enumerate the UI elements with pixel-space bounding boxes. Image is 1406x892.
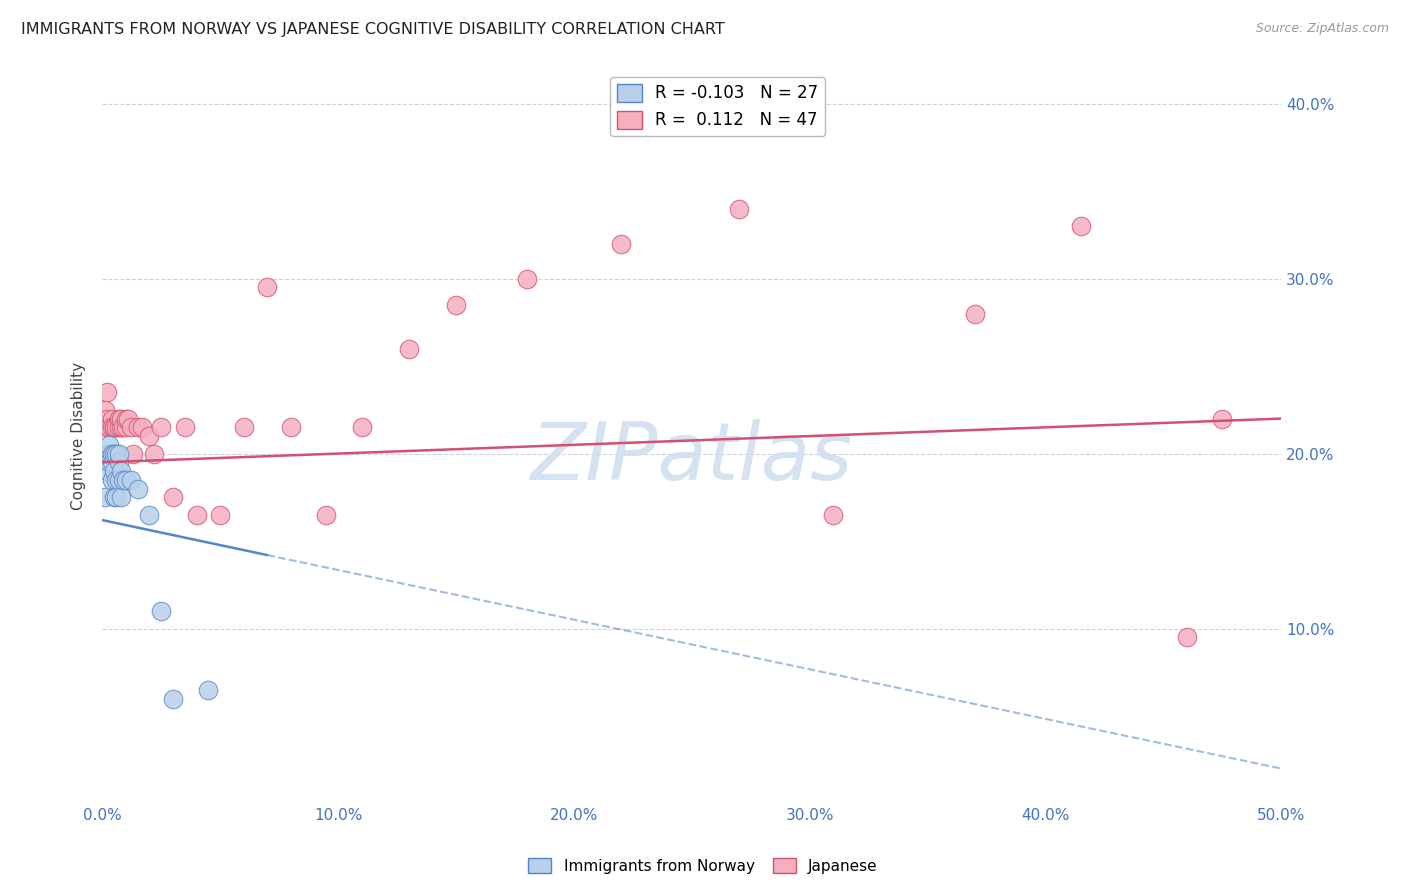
Point — [1070, 219, 1092, 233]
Point — [232, 420, 254, 434]
Point — [110, 491, 132, 505]
Point — [98, 438, 121, 452]
Point — [107, 473, 129, 487]
Point — [93, 491, 115, 505]
Legend: Immigrants from Norway, Japanese: Immigrants from Norway, Japanese — [522, 852, 884, 880]
Point — [107, 455, 129, 469]
Point — [96, 446, 118, 460]
Point — [96, 385, 118, 400]
Point — [100, 420, 122, 434]
Point — [823, 508, 845, 522]
Point — [100, 473, 122, 487]
Point — [112, 420, 135, 434]
Point — [100, 446, 122, 460]
Point — [93, 402, 115, 417]
Point — [150, 604, 173, 618]
Point — [120, 420, 142, 434]
Point — [138, 508, 160, 522]
Point — [122, 446, 145, 460]
Point — [105, 446, 128, 460]
Text: IMMIGRANTS FROM NORWAY VS JAPANESE COGNITIVE DISABILITY CORRELATION CHART: IMMIGRANTS FROM NORWAY VS JAPANESE COGNI… — [21, 22, 725, 37]
Point — [105, 420, 128, 434]
Text: Source: ZipAtlas.com: Source: ZipAtlas.com — [1256, 22, 1389, 36]
Point — [107, 411, 129, 425]
Point — [103, 446, 125, 460]
Point — [107, 446, 129, 460]
Point — [112, 473, 135, 487]
Point — [105, 491, 128, 505]
Point — [350, 420, 373, 434]
Point — [444, 298, 467, 312]
Point — [105, 446, 128, 460]
Point — [107, 420, 129, 434]
Point — [516, 271, 538, 285]
Point — [103, 420, 125, 434]
Point — [98, 446, 121, 460]
Point — [256, 280, 278, 294]
Point — [114, 411, 136, 425]
Point — [728, 202, 751, 216]
Point — [96, 411, 118, 425]
Y-axis label: Cognitive Disability: Cognitive Disability — [72, 362, 86, 510]
Text: ZIPatlas: ZIPatlas — [530, 419, 853, 497]
Point — [398, 342, 420, 356]
Point — [100, 411, 122, 425]
Point — [105, 473, 128, 487]
Point — [131, 420, 153, 434]
Point — [280, 420, 302, 434]
Point — [209, 508, 232, 522]
Point — [1175, 631, 1198, 645]
Point — [100, 455, 122, 469]
Point — [98, 455, 121, 469]
Point — [110, 420, 132, 434]
Point — [315, 508, 337, 522]
Point — [110, 464, 132, 478]
Point — [103, 420, 125, 434]
Point — [186, 508, 208, 522]
Point — [963, 307, 986, 321]
Point — [103, 491, 125, 505]
Point — [150, 420, 173, 434]
Point — [162, 691, 184, 706]
Point — [96, 464, 118, 478]
Point — [103, 446, 125, 460]
Point — [114, 473, 136, 487]
Point — [120, 473, 142, 487]
Point — [98, 420, 121, 434]
Point — [610, 236, 633, 251]
Point — [173, 420, 195, 434]
Point — [117, 411, 139, 425]
Point — [143, 446, 166, 460]
Point — [127, 420, 149, 434]
Point — [197, 682, 219, 697]
Point — [93, 420, 115, 434]
Point — [110, 411, 132, 425]
Point — [103, 464, 125, 478]
Point — [1211, 411, 1233, 425]
Point — [162, 491, 184, 505]
Point — [114, 420, 136, 434]
Point — [127, 482, 149, 496]
Legend: R = -0.103   N = 27, R =  0.112   N = 47: R = -0.103 N = 27, R = 0.112 N = 47 — [610, 77, 825, 136]
Point — [138, 429, 160, 443]
